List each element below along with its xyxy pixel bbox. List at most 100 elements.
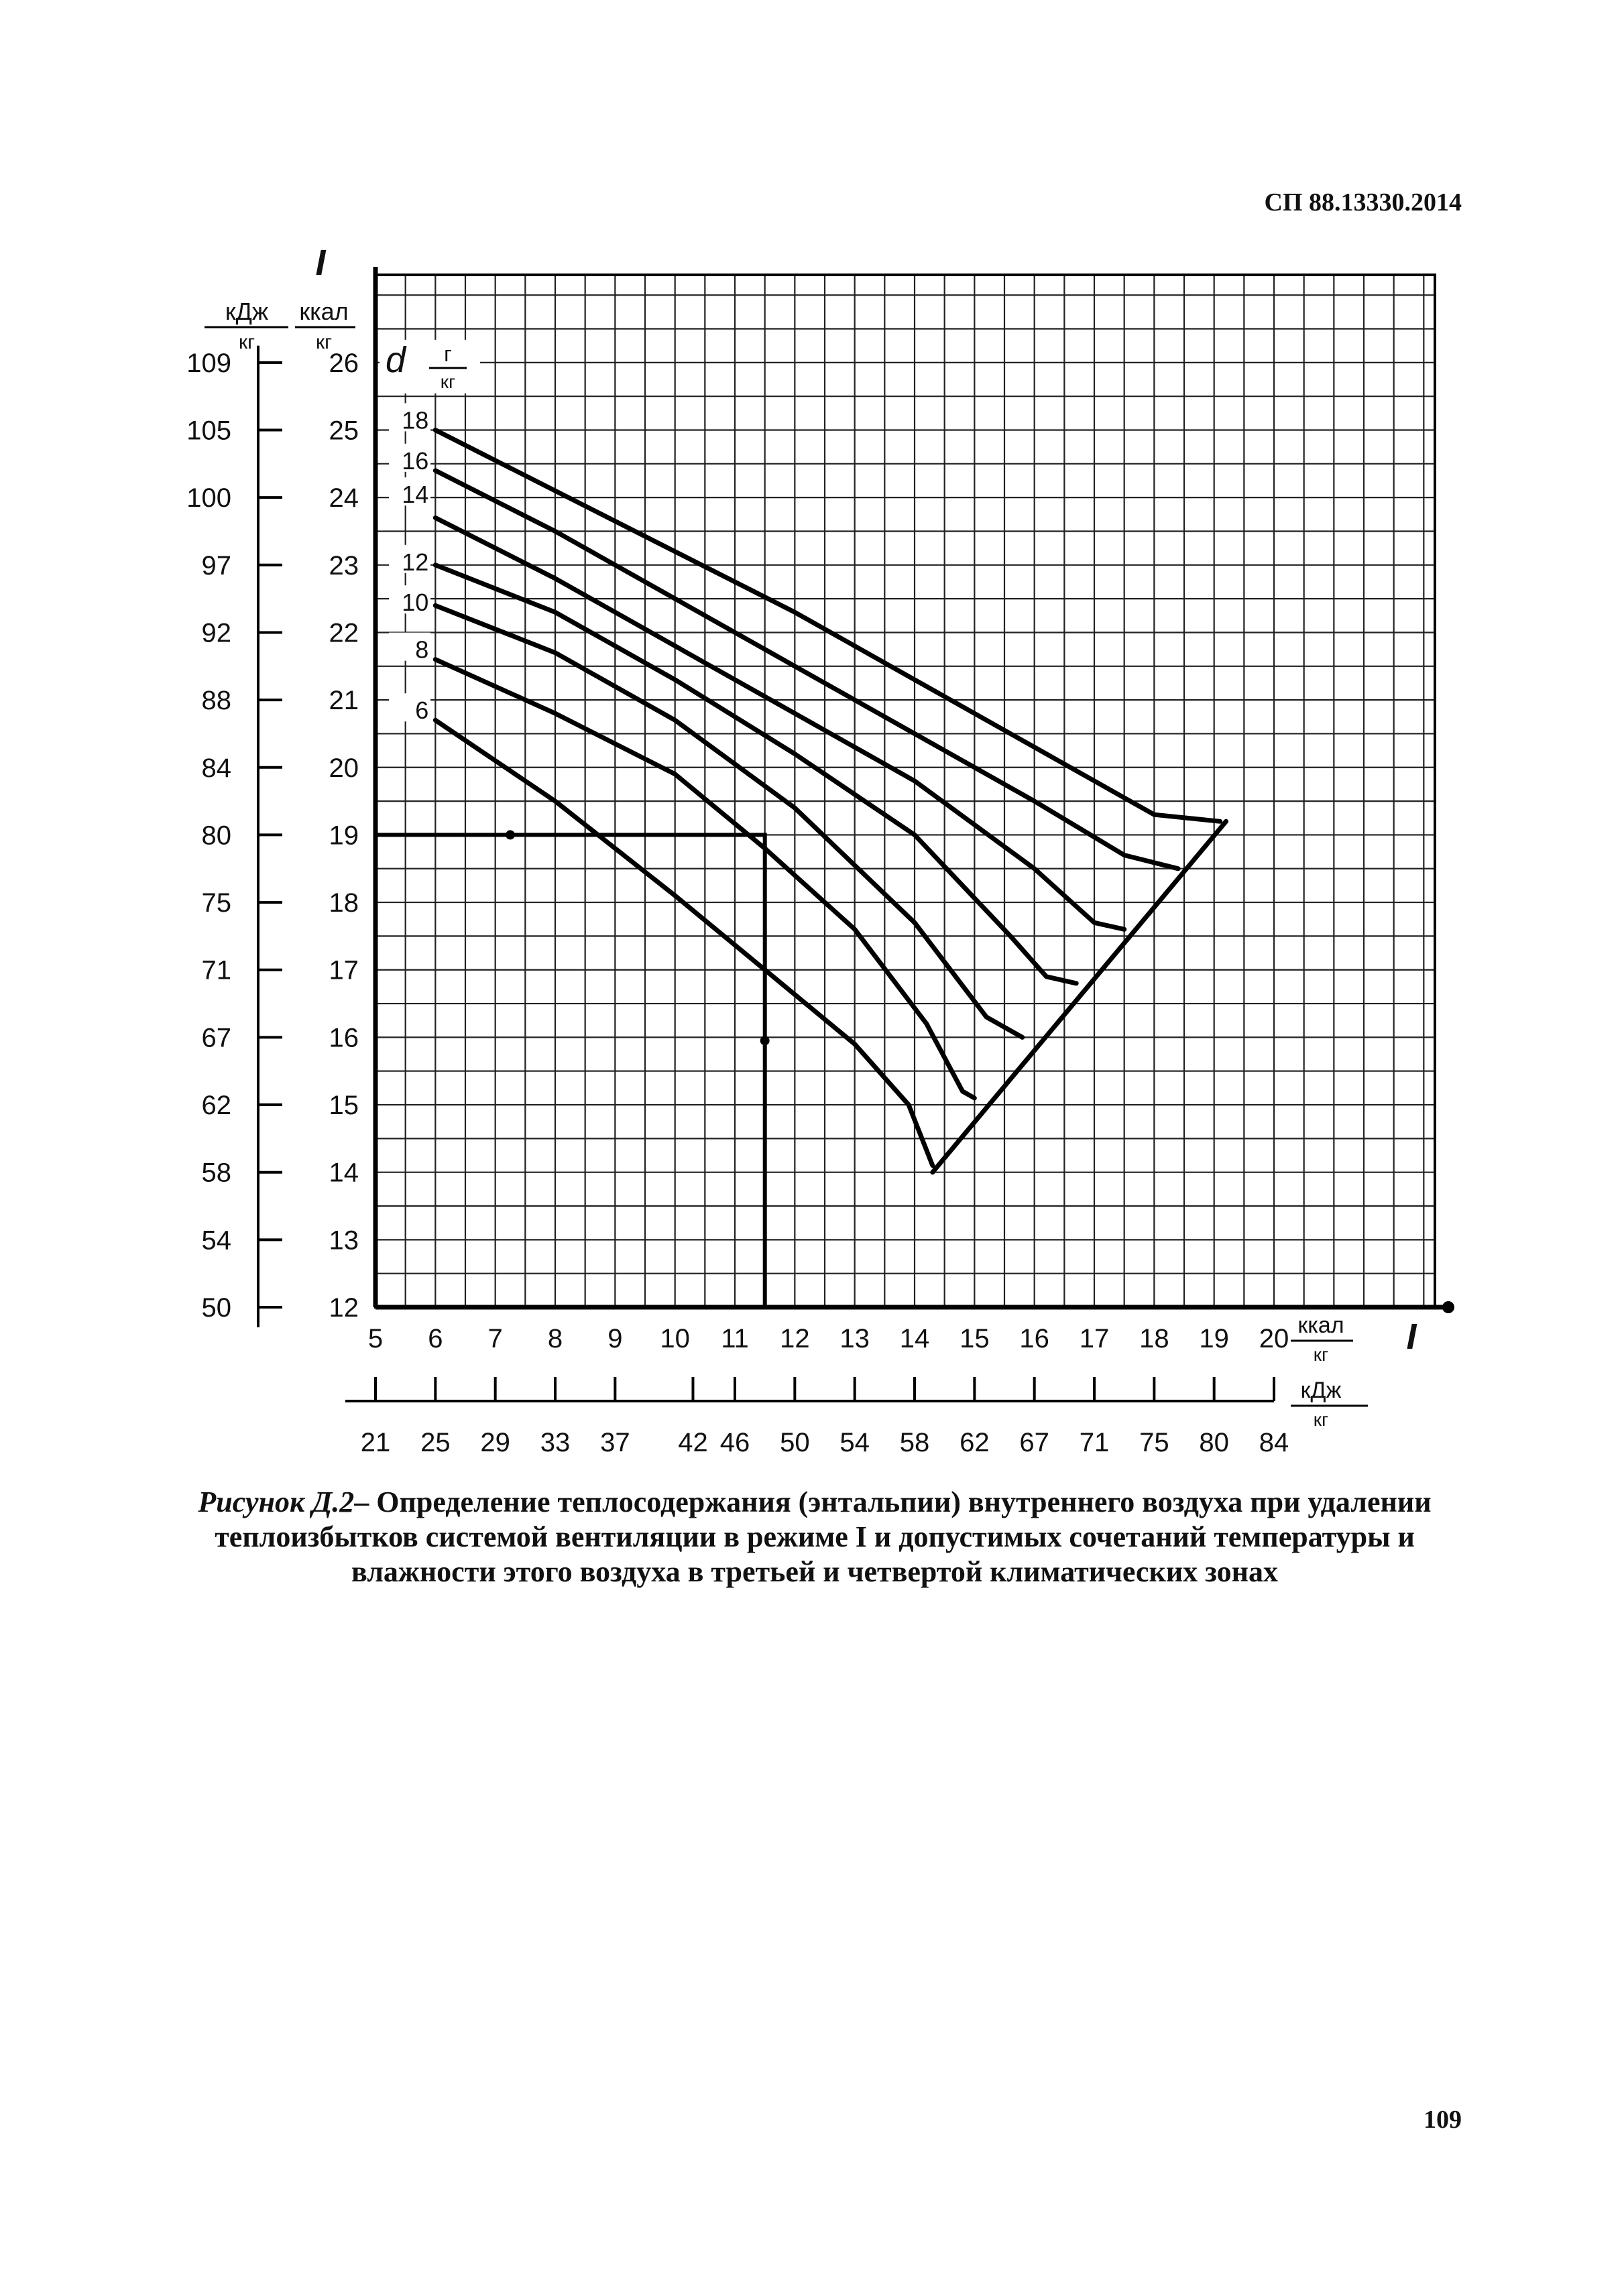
- series-label-d12: 12: [402, 548, 428, 576]
- x-tick-kj-21: 21: [361, 1428, 391, 1457]
- y-tick-kcal-19: 19: [329, 821, 359, 850]
- series-label-bg: [389, 477, 430, 506]
- x-tick-kcal-16: 16: [1019, 1324, 1049, 1353]
- series-label-d14: 14: [402, 481, 428, 508]
- y-tick-kcal-17: 17: [329, 956, 359, 985]
- plot-frame: [373, 267, 1454, 1313]
- example-line: [375, 830, 770, 1307]
- d-symbol: d: [386, 340, 407, 380]
- y-tick-kj-105: 105: [186, 416, 231, 446]
- y-tick-kcal-18: 18: [329, 888, 359, 918]
- y-tick-kj-67: 67: [202, 1023, 232, 1052]
- y-unit-kj-den: кг: [239, 331, 255, 353]
- x-tick-kcal-10: 10: [660, 1324, 690, 1353]
- x-tick-kj-37: 37: [600, 1428, 630, 1457]
- x-unit-kj-den: кг: [1314, 1409, 1328, 1430]
- y-tick-kcal-12: 12: [329, 1293, 359, 1323]
- x-tick-kcal-7: 7: [488, 1324, 503, 1353]
- envelope-segment: [930, 819, 1229, 1175]
- series-label-bg: [389, 585, 430, 614]
- example-path: [375, 833, 767, 1307]
- series-label-bg: [389, 632, 430, 661]
- x-tick-kcal-17: 17: [1080, 1324, 1110, 1353]
- series-label-bg: [389, 693, 430, 722]
- y-tick-kj-62: 62: [202, 1091, 232, 1120]
- x-tick-kcal-5: 5: [368, 1324, 383, 1353]
- x-tick-kcal-6: 6: [428, 1324, 443, 1353]
- x-tick-kcal-12: 12: [780, 1324, 810, 1353]
- x-tick-kcal-14: 14: [900, 1324, 930, 1353]
- y-tick-kj-88: 88: [202, 686, 232, 715]
- series-line-d12: [432, 562, 1079, 986]
- chart-series: 18 16 14 12 10 8 6: [389, 403, 1223, 1168]
- x-axis-symbol: I: [1406, 1317, 1417, 1357]
- series-label-bg: [389, 544, 430, 573]
- x-tick-kj-50: 50: [780, 1428, 810, 1457]
- x-tick-kcal-8: 8: [548, 1324, 563, 1353]
- x-tick-kj-54: 54: [839, 1428, 870, 1457]
- series-line-d8: [432, 657, 977, 1101]
- y-tick-kcal-22: 22: [329, 618, 359, 648]
- envelope-line: [930, 819, 1229, 1175]
- y-unit-kcal: ккал: [299, 298, 348, 325]
- series-label-d10: 10: [402, 589, 428, 616]
- y-tick-kj-71: 71: [202, 956, 232, 985]
- y-tick-kj-97: 97: [202, 551, 232, 581]
- d-unit-num: г: [444, 342, 452, 366]
- x-tick-kcal-9: 9: [607, 1324, 622, 1353]
- x-tick-kj-84: 84: [1259, 1428, 1289, 1457]
- y-axis-symbol: I: [315, 243, 326, 283]
- series-label-d18: 18: [402, 406, 428, 434]
- x-tick-kj-71: 71: [1080, 1428, 1110, 1457]
- y-axis: 12 13 14 15 16 17 18 19 20 21 22 23 24 25 26 50 54 58 62 67…: [186, 345, 359, 1327]
- x-tick-kcal-15: 15: [960, 1324, 990, 1353]
- y-tick-kj-84: 84: [202, 753, 232, 783]
- example-dot-h: [506, 830, 515, 840]
- series-line-d10: [432, 603, 1025, 1040]
- x-tick-kj-62: 62: [960, 1428, 990, 1457]
- series-label-bg: [389, 443, 430, 472]
- series-line-d14: [432, 515, 1127, 932]
- d-label-bg: [380, 339, 480, 394]
- series-label-d6: 6: [415, 697, 428, 724]
- y-tick-kcal-15: 15: [329, 1091, 359, 1120]
- y-tick-kcal-20: 20: [329, 753, 359, 783]
- y-unit-kcal-den: кг: [316, 331, 332, 353]
- y-tick-kj-109: 109: [186, 349, 231, 378]
- x-unit-kcal: ккал: [1297, 1313, 1344, 1338]
- y-tick-kj-75: 75: [202, 888, 232, 918]
- example-dot-v: [760, 1036, 770, 1046]
- y-tick-kcal-16: 16: [329, 1023, 359, 1052]
- y-tick-kcal-24: 24: [329, 483, 359, 513]
- y-tick-kcal-21: 21: [329, 686, 359, 715]
- x-tick-kj-58: 58: [900, 1428, 930, 1457]
- y-tick-kj-92: 92: [202, 618, 232, 648]
- y-tick-kj-100: 100: [186, 483, 231, 513]
- x-tick-kj-42: 42: [678, 1428, 708, 1457]
- x-tick-kj-80: 80: [1199, 1428, 1229, 1457]
- y-tick-kcal-23: 23: [329, 551, 359, 581]
- series-label-d16: 16: [402, 447, 428, 475]
- y-tick-kcal-26: 26: [329, 349, 359, 378]
- x-axis-end-dot: [1442, 1301, 1454, 1313]
- x-unit-kcal-den: кг: [1314, 1344, 1328, 1365]
- x-tick-kcal-13: 13: [839, 1324, 870, 1353]
- y-tick-kj-50: 50: [202, 1293, 232, 1323]
- chart-grid: [374, 275, 1435, 1309]
- x-unit-kj: кДж: [1301, 1378, 1342, 1403]
- figure-caption: Рисунок Д.2– Определение теплосодержания…: [168, 1485, 1462, 1589]
- y-unit-kj: кДж: [225, 298, 268, 325]
- y-tick-kj-54: 54: [202, 1225, 232, 1255]
- series-line-d6: [432, 717, 935, 1168]
- y-tick-kcal-25: 25: [329, 416, 359, 446]
- caption-text: – Определение теплосодержания (энтальпии…: [215, 1486, 1432, 1588]
- caption-lead: Рисунок Д.2: [198, 1486, 355, 1518]
- x-tick-kj-67: 67: [1019, 1428, 1049, 1457]
- y-tick-kj-80: 80: [202, 821, 232, 850]
- x-tick-kj-25: 25: [420, 1428, 451, 1457]
- series-line-d18: [432, 428, 1223, 824]
- y-tick-kj-58: 58: [202, 1158, 232, 1188]
- y-tick-kcal-13: 13: [329, 1225, 359, 1255]
